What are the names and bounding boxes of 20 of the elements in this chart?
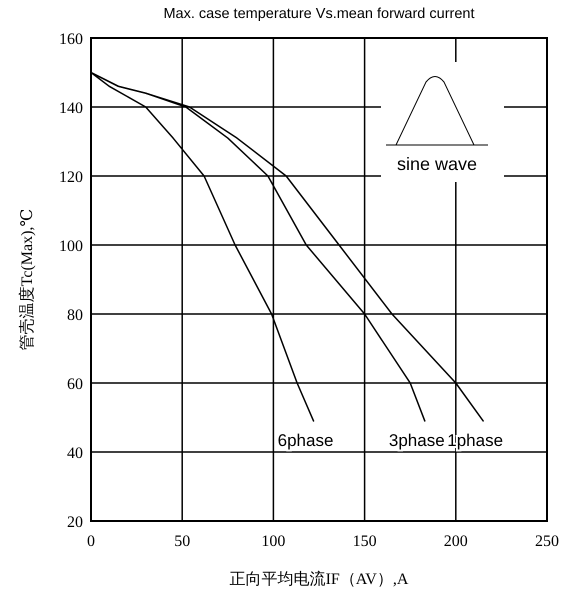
y-tick-label: 40 bbox=[67, 445, 83, 462]
chart-title: Max. case temperature Vs.mean forward current bbox=[163, 6, 475, 22]
series-label: 6phase bbox=[278, 430, 334, 450]
x-tick-label: 200 bbox=[444, 533, 468, 550]
y-tick-label: 140 bbox=[59, 100, 83, 117]
y-tick-label: 120 bbox=[59, 169, 83, 186]
y-axis-title: 管壳温度Tc(Max),℃ bbox=[18, 208, 36, 350]
x-tick-label: 250 bbox=[535, 533, 559, 550]
x-tick-label: 0 bbox=[87, 533, 95, 550]
y-tick-label: 60 bbox=[67, 376, 83, 393]
annotation: sine wave bbox=[396, 154, 478, 174]
y-tick-label: 80 bbox=[67, 307, 83, 324]
x-tick-label: 100 bbox=[261, 533, 286, 550]
y-tick-label: 20 bbox=[67, 514, 83, 531]
y-tick-label: 100 bbox=[59, 238, 83, 255]
y-tick-label: 160 bbox=[59, 31, 83, 48]
x-axis-title: 正向平均电流IF（AV）,A bbox=[230, 570, 409, 588]
series-label: 3phase bbox=[388, 430, 445, 450]
x-tick-label: 50 bbox=[174, 533, 190, 550]
x-tick-label: 150 bbox=[352, 533, 377, 550]
